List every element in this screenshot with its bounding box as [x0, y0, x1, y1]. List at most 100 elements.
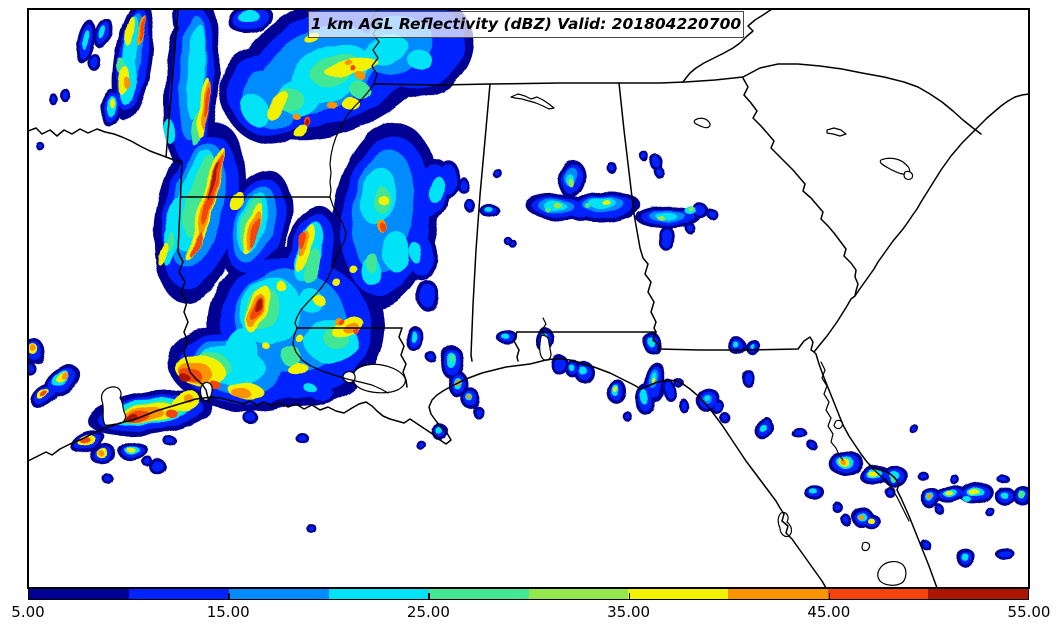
echo-cell	[554, 203, 562, 209]
echo-cell	[325, 58, 379, 78]
echo-cell	[267, 92, 289, 120]
echo-cell	[152, 462, 164, 472]
colorbar-tick	[828, 593, 831, 600]
echo-cell	[91, 57, 99, 69]
coastlines-layer	[28, 93, 1029, 588]
echo-cell	[952, 477, 958, 483]
echo-cell	[922, 541, 928, 547]
plot-title-box: 1 km AGL Reflectivity (dBZ) Valid: 20180…	[308, 11, 744, 38]
colorbar-tick-label: 15.00	[206, 603, 250, 621]
state-borders-layer	[28, 9, 982, 404]
echo-cell	[961, 553, 969, 561]
echo-cell	[166, 410, 178, 418]
echo-cell	[144, 458, 150, 464]
colorbar-segment-25-30	[428, 589, 529, 599]
echo-cell	[1018, 491, 1026, 499]
echo-cell	[63, 92, 69, 100]
echo-cell	[680, 401, 686, 409]
echo-cell	[207, 161, 221, 201]
echo-cell	[127, 447, 135, 453]
echo-cell	[299, 289, 323, 313]
echo-cell	[625, 414, 631, 420]
echo-cell	[937, 507, 943, 513]
echo-cell	[105, 476, 111, 482]
echo-cell	[640, 390, 648, 404]
colorbar-segment-10-15	[128, 589, 229, 599]
echo-cell	[354, 329, 360, 335]
map-line	[373, 76, 744, 86]
echo-cell	[366, 253, 378, 273]
echo-cell	[350, 82, 370, 98]
colorbar-segment-15-20	[228, 589, 329, 599]
colorbar-tick	[228, 593, 230, 600]
echo-cell	[298, 232, 306, 248]
map-line	[398, 327, 408, 388]
echo-cell	[166, 438, 174, 444]
echo-cell	[467, 394, 471, 400]
colorbar-tick-label: 35.00	[607, 603, 651, 621]
map-line	[652, 331, 660, 350]
echo-cell	[610, 166, 616, 172]
echo-cell	[843, 517, 849, 523]
map-line	[28, 358, 827, 588]
echo-cell	[666, 384, 674, 398]
map-line	[470, 83, 491, 362]
echo-cell	[744, 372, 752, 384]
echo-cell	[98, 25, 106, 39]
echo-cell	[467, 202, 473, 210]
echo-cell	[1000, 492, 1008, 498]
echo-cell	[184, 155, 216, 237]
echo-cell	[346, 61, 354, 67]
echo-cell	[657, 215, 665, 221]
colorbar-segment-5-10	[29, 589, 129, 599]
echo-cell	[704, 395, 710, 401]
colorbar-segment-50-55	[928, 589, 1029, 599]
echo-cell	[408, 50, 432, 70]
echo-cell	[98, 450, 104, 456]
echo-cell	[964, 497, 972, 503]
echo-cell	[796, 430, 804, 434]
echo-cell	[544, 206, 550, 212]
echo-cell	[262, 343, 270, 349]
map-line	[742, 63, 982, 135]
rivers-layer	[292, 9, 910, 522]
echo-cell	[587, 205, 593, 211]
echo-cell	[292, 113, 300, 119]
map-line	[903, 170, 914, 181]
colorbar-tick	[428, 593, 430, 600]
map-line	[292, 9, 389, 394]
echo-cell	[378, 195, 388, 205]
echo-cell	[810, 489, 818, 495]
echo-cell	[364, 34, 408, 66]
map-line	[682, 9, 773, 83]
echo-cell	[484, 206, 492, 212]
echo-cell	[292, 124, 308, 136]
echo-cell	[288, 362, 308, 376]
echo-cell	[186, 24, 206, 120]
echo-cell	[427, 353, 433, 359]
echo-cell	[969, 488, 979, 496]
echo-cell	[999, 477, 1007, 481]
echo-cell	[763, 419, 769, 425]
map-line	[868, 464, 910, 522]
echo-cell	[946, 491, 954, 497]
map-line	[657, 336, 815, 353]
map-line	[693, 117, 711, 129]
plot-title: 1 km AGL Reflectivity (dBZ) Valid: 20180…	[310, 15, 742, 33]
colorbar-segment-40-45	[728, 589, 829, 599]
echo-cell	[656, 169, 662, 175]
echo-cell	[715, 403, 723, 413]
echo-cell	[919, 472, 925, 478]
echo-cell	[867, 518, 875, 524]
echo-cell	[987, 509, 993, 515]
echo-cell	[809, 442, 815, 448]
echo-cell	[276, 281, 286, 291]
map-line	[833, 419, 844, 430]
echo-cell	[210, 381, 222, 391]
echo-cell	[29, 344, 37, 352]
echo-cell	[248, 217, 260, 247]
echo-cell	[314, 296, 326, 306]
colorbar-tick-label: 45.00	[807, 603, 851, 621]
